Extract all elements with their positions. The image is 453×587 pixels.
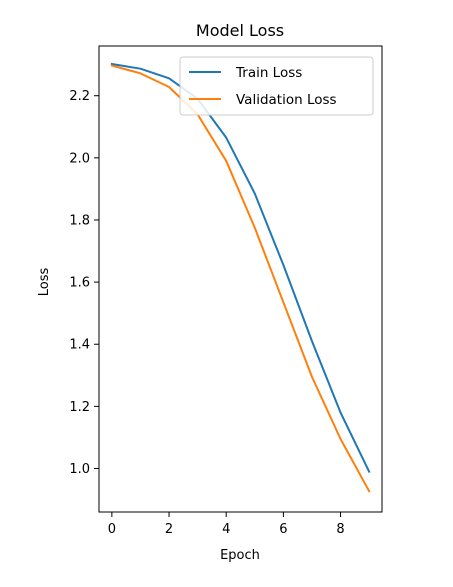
- x-tick-label: 4: [222, 522, 230, 537]
- x-tick-label: 0: [108, 522, 116, 537]
- series-line-0: [110, 62, 371, 473]
- plot-area: 0 2 4 6 8 1.0 1.2 1.4 1.6 1.8 2.0 2.2: [69, 45, 383, 537]
- legend: Train Loss Validation Loss: [179, 56, 374, 116]
- x-tick-label: 2: [165, 522, 173, 537]
- y-tick-label: 1.6: [69, 276, 90, 291]
- legend-label-0: Train Loss: [235, 65, 302, 81]
- x-tick-label: 6: [279, 522, 287, 537]
- y-axis-label: Loss: [37, 268, 52, 297]
- y-tick-label: 1.8: [69, 213, 90, 228]
- x-tick-label: 8: [336, 522, 344, 537]
- chart-title: Model Loss: [196, 21, 284, 40]
- plot-frame: [98, 45, 383, 513]
- y-tick-label: 1.0: [69, 462, 90, 477]
- y-tick-label: 2.0: [69, 151, 90, 166]
- x-axis-label: Epoch: [220, 548, 260, 563]
- series-line-1: [110, 64, 371, 493]
- y-tick-label: 1.4: [69, 338, 90, 353]
- y-tick-label: 2.2: [69, 89, 90, 104]
- legend-label-1: Validation Loss: [236, 92, 337, 108]
- y-tick-label: 1.2: [69, 400, 90, 415]
- legend-box: [179, 56, 374, 116]
